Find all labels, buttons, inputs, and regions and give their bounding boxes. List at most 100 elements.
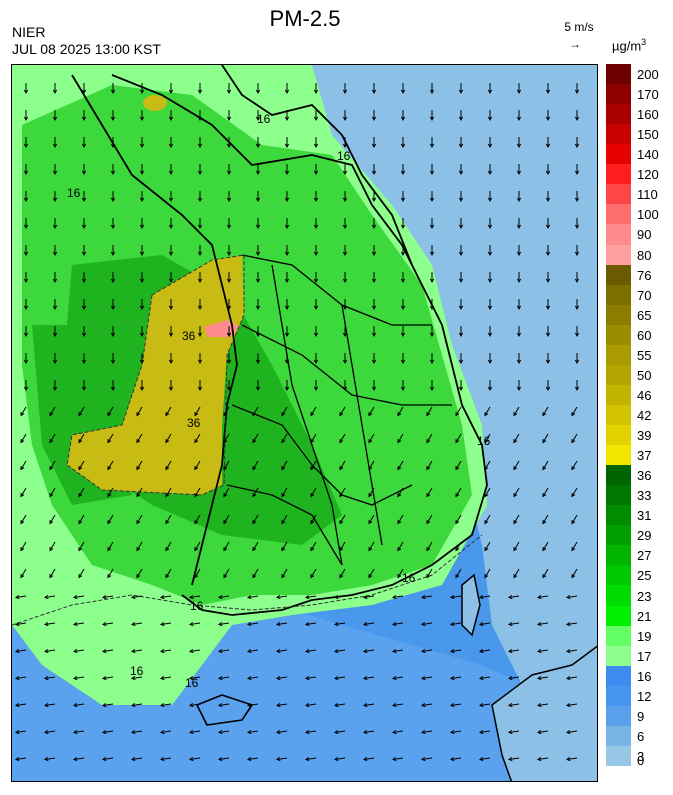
- wind-arrow-head: [484, 465, 489, 471]
- wind-arrow-head: [246, 648, 252, 654]
- legend-label: 33: [637, 488, 652, 504]
- wind-arrow: [107, 406, 114, 416]
- wind-arrow-head: [81, 116, 87, 122]
- wind-arrow-head: [516, 143, 522, 149]
- wind-arrow: [537, 649, 549, 652]
- wind-arrow-head: [458, 170, 464, 176]
- legend-label: 0: [637, 753, 645, 768]
- wind-arrow-head: [217, 756, 223, 762]
- wind-arrow-head: [487, 386, 493, 392]
- wind-arrow-head: [223, 438, 228, 444]
- wind-arrow: [44, 757, 56, 760]
- wind-arrow-head: [81, 278, 87, 284]
- legend-swatch: [606, 64, 631, 85]
- wind-arrow-head: [478, 621, 484, 627]
- wind-arrow: [450, 622, 462, 625]
- wind-arrow: [310, 406, 317, 416]
- wind-arrow-head: [371, 89, 377, 95]
- legend-label: 17: [637, 648, 652, 664]
- wind-arrow-head: [455, 465, 460, 471]
- wind-arrow-head: [159, 702, 165, 708]
- wind-arrow: [276, 595, 288, 598]
- wind-arrow: [73, 676, 85, 679]
- wind-arrow: [334, 622, 346, 625]
- wind-arrow-head: [449, 648, 455, 654]
- wind-arrow: [363, 730, 375, 733]
- wind-arrow-head: [397, 519, 402, 525]
- wind-arrow-head: [165, 546, 170, 552]
- wind-arrow-head: [52, 116, 58, 122]
- wind-arrow-head: [400, 332, 406, 338]
- wind-arrow-head: [252, 546, 257, 552]
- wind-arrow-head: [101, 756, 107, 762]
- wind-arrow-head: [313, 332, 319, 338]
- wind-arrow: [421, 730, 433, 733]
- wind-arrow-head: [275, 702, 281, 708]
- legend-label: 110: [637, 187, 658, 203]
- wind-arrow-head: [246, 729, 252, 735]
- wind-arrow-head: [101, 648, 107, 654]
- wind-arrow-head: [252, 465, 257, 471]
- legend-label: 50: [637, 367, 652, 383]
- wind-arrow: [542, 433, 549, 443]
- wind-arrow: [339, 460, 346, 470]
- wind-arrow: [310, 487, 317, 497]
- legend-swatch: [606, 204, 631, 225]
- wind-arrow-head: [255, 386, 261, 392]
- wind-arrow: [426, 514, 433, 524]
- wind-arrow-head: [23, 143, 29, 149]
- wind-arrow-head: [43, 675, 49, 681]
- wind-arrow-head: [333, 675, 339, 681]
- wind-arrow-head: [362, 702, 368, 708]
- wind-arrow: [508, 730, 520, 733]
- wind-arrow: [537, 730, 549, 733]
- wind-arrow-head: [371, 143, 377, 149]
- wind-arrow: [508, 703, 520, 706]
- wind-arrow-head: [313, 359, 319, 365]
- wind-arrow: [334, 703, 346, 706]
- wind-arrow: [305, 757, 317, 760]
- wind-arrow: [78, 514, 85, 524]
- wind-arrow-head: [571, 492, 576, 498]
- wind-arrow-head: [426, 573, 431, 579]
- wind-arrow-head: [252, 492, 257, 498]
- wind-arrow-head: [23, 305, 29, 311]
- wind-arrow: [107, 433, 114, 443]
- wind-arrow-head: [110, 143, 116, 149]
- wind-arrow-head: [545, 224, 551, 230]
- wind-arrow-head: [78, 519, 83, 525]
- wind-arrow: [194, 487, 201, 497]
- wind-arrow: [479, 703, 491, 706]
- wind-arrow-head: [252, 411, 257, 417]
- wind-arrow-head: [188, 621, 194, 627]
- wind-arrow-head: [226, 332, 232, 338]
- wind-arrow-head: [455, 519, 460, 525]
- wind-arrow: [131, 757, 143, 760]
- legend-label: 170: [637, 87, 659, 103]
- wind-arrow-head: [246, 756, 252, 762]
- wind-arrow: [165, 406, 172, 416]
- wind-arrow: [252, 406, 259, 416]
- wind-arrow-head: [136, 492, 141, 498]
- wind-arrow-head: [226, 386, 232, 392]
- wind-arrow-head: [513, 438, 518, 444]
- wind-arrow: [368, 460, 375, 470]
- wind-arrow-head: [246, 621, 252, 627]
- wind-arrow: [450, 595, 462, 598]
- wind-arrow-head: [342, 143, 348, 149]
- wind-arrow-head: [545, 143, 551, 149]
- wind-arrow-head: [542, 492, 547, 498]
- wind-arrow-head: [545, 89, 551, 95]
- wind-arrow-head: [574, 278, 580, 284]
- wind-arrow: [484, 487, 491, 497]
- wind-arrow-head: [81, 305, 87, 311]
- wind-arrow-head: [516, 197, 522, 203]
- wind-arrow-head: [81, 386, 87, 392]
- wind-arrow: [281, 487, 288, 497]
- wind-arrow: [450, 703, 462, 706]
- wind-arrow-head: [284, 89, 290, 95]
- wind-arrow-head: [188, 675, 194, 681]
- wind-arrow-head: [284, 332, 290, 338]
- wind-arrow: [339, 541, 346, 551]
- wind-arrow-head: [168, 116, 174, 122]
